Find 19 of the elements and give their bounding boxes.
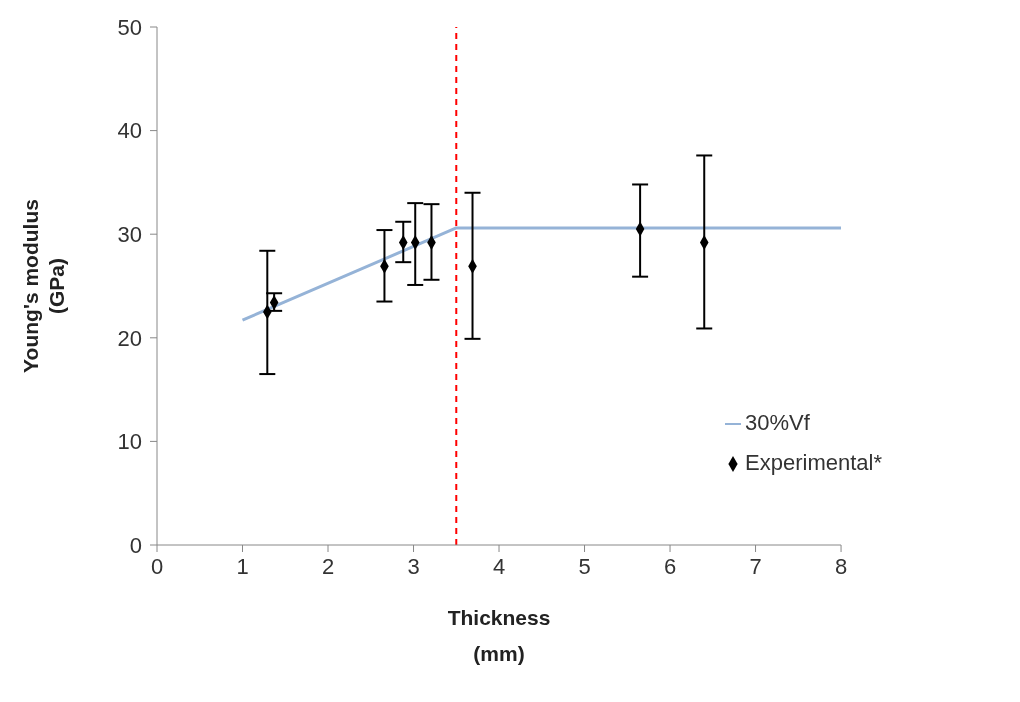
x-tick-label: 8	[834, 553, 848, 579]
y-tick-label: 40	[117, 118, 142, 144]
x-tick-label: 2	[321, 553, 335, 579]
legend-label: 30%Vf	[745, 410, 810, 435]
x-tick-label: 5	[578, 553, 591, 579]
x-tick-label: 1	[236, 553, 249, 579]
legend-label: Experimental*	[745, 450, 882, 475]
y-tick-label: 0	[129, 532, 142, 558]
x-tick-label: 0	[150, 553, 164, 579]
y-tick-label: 30	[117, 222, 142, 248]
x-axis-title: Thickness (mm)	[447, 606, 551, 665]
y-tick-label: 50	[117, 14, 142, 40]
x-tick-label: 6	[663, 553, 677, 579]
x-tick-label: 3	[407, 553, 420, 579]
y-axis-title: Young's modulus (GPa)	[19, 199, 68, 373]
x-tick-label: 4	[492, 553, 506, 579]
x-tick-label: 7	[749, 553, 762, 579]
y-tick-label: 20	[117, 325, 142, 351]
y-tick-label: 10	[117, 429, 142, 455]
